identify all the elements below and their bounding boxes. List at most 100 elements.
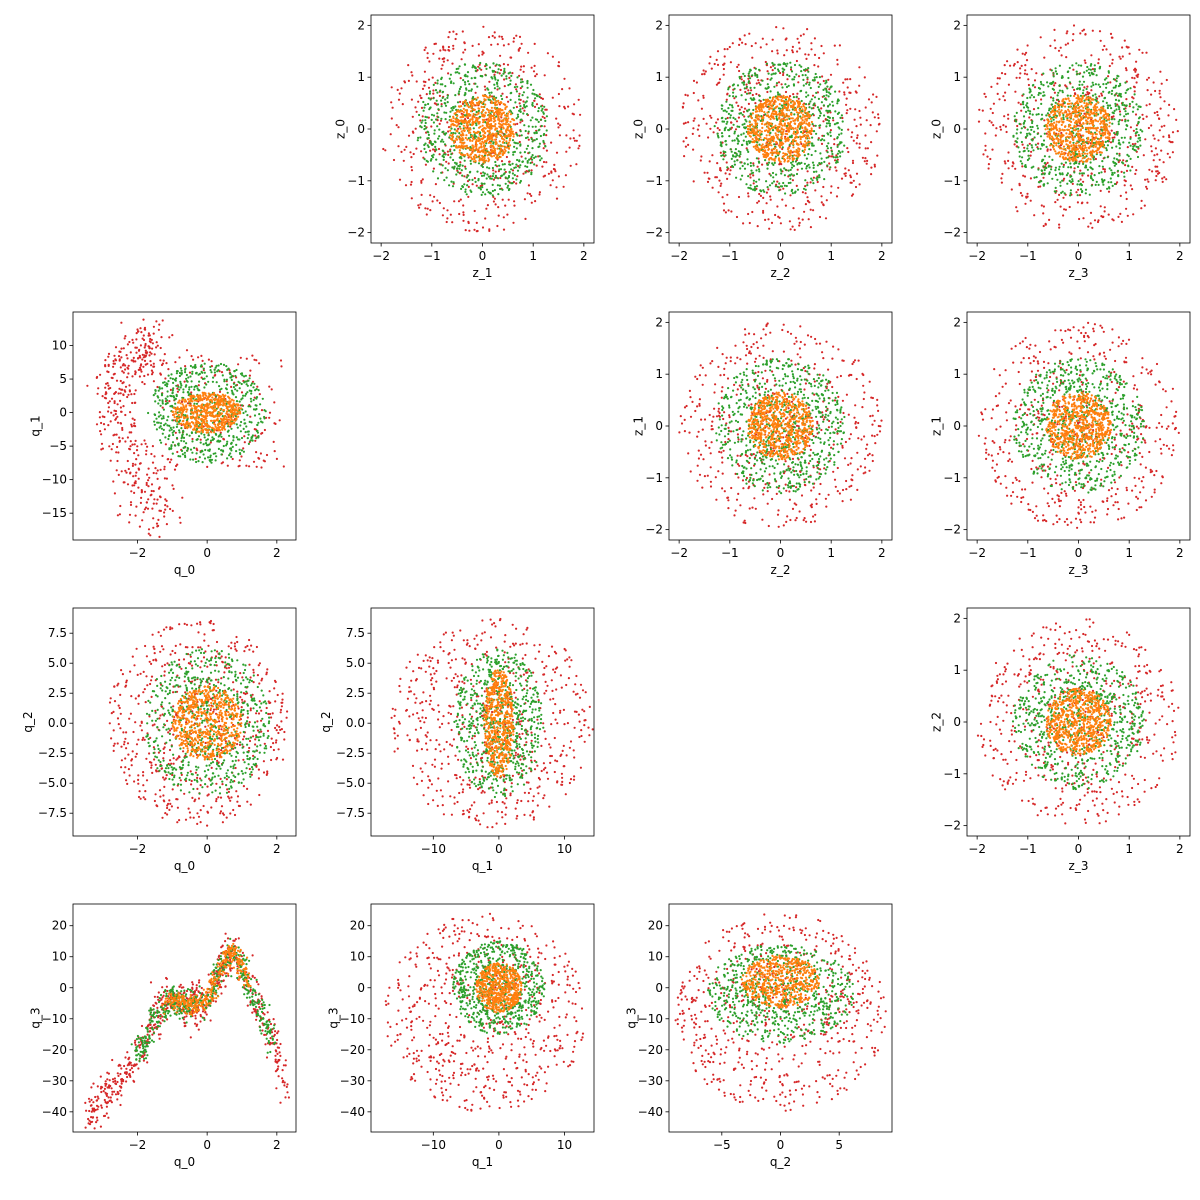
scatter-point <box>1021 52 1024 55</box>
scatter-point <box>488 119 491 122</box>
scatter-point <box>513 204 516 207</box>
scatter-point <box>796 162 799 165</box>
scatter-point <box>805 95 808 98</box>
scatter-point <box>756 201 759 204</box>
scatter-point <box>797 100 800 103</box>
scatter-point <box>458 90 461 93</box>
scatter-point <box>781 128 784 131</box>
scatter-point <box>810 153 813 157</box>
scatter-point <box>1082 162 1085 165</box>
scatter-point <box>558 105 561 108</box>
scatter-point <box>833 123 837 126</box>
scatter-point <box>506 63 510 66</box>
scatter-point <box>780 139 783 142</box>
scatter-point <box>784 96 787 99</box>
scatter-point <box>1066 42 1070 45</box>
scatter-point <box>484 217 487 220</box>
scatter-point <box>458 72 461 75</box>
scatter-point <box>781 70 785 73</box>
scatter-point <box>807 141 810 144</box>
scatter-point <box>533 156 536 159</box>
scatter-point <box>811 142 814 145</box>
scatter-point <box>417 100 420 103</box>
scatter-point <box>1029 110 1032 113</box>
scatter-point <box>1103 206 1106 209</box>
scatter-point <box>1083 86 1086 89</box>
scatter-point <box>480 193 483 196</box>
scatter-point <box>432 153 435 156</box>
scatter-point <box>489 175 492 178</box>
series-2 <box>449 94 516 164</box>
scatter-point <box>769 198 772 201</box>
scatter-point <box>765 202 768 205</box>
scatter-point <box>1059 46 1062 49</box>
scatter-point <box>527 51 530 54</box>
scatter-point <box>818 162 821 165</box>
scatter-point <box>766 111 769 114</box>
scatter-point <box>431 156 435 159</box>
scatter-point <box>1071 86 1074 89</box>
scatter-point <box>747 150 750 153</box>
scatter-point <box>797 111 801 114</box>
scatter-point <box>788 75 791 78</box>
scatter-point <box>439 89 442 92</box>
scatter-point <box>411 115 414 118</box>
scatter-point <box>1109 32 1113 36</box>
scatter-point <box>745 83 748 86</box>
scatter-point <box>419 203 422 206</box>
scatter-point <box>1019 67 1022 70</box>
scatter-point <box>1001 172 1004 175</box>
scatter-point <box>504 149 507 152</box>
scatter-point <box>791 117 794 120</box>
scatter-point <box>812 124 815 127</box>
scatter-point <box>1084 166 1087 169</box>
scatter-point <box>1123 107 1126 111</box>
scatter-point <box>1141 113 1144 116</box>
scatter-point <box>1042 139 1046 142</box>
scatter-point <box>1120 136 1123 139</box>
scatter-point <box>1110 129 1113 132</box>
scatter-point <box>540 124 543 128</box>
scatter-point <box>487 160 490 163</box>
scatter-point <box>465 176 468 179</box>
scatter-point <box>855 142 858 145</box>
scatter-point <box>1058 193 1061 196</box>
scatter-point <box>792 146 795 149</box>
scatter-point <box>494 141 497 144</box>
scatter-point <box>750 117 754 120</box>
scatter-point <box>422 109 425 112</box>
scatter-point <box>800 117 803 120</box>
scatter-point <box>1102 105 1105 108</box>
scatter-point <box>1012 135 1015 138</box>
scatter-point <box>783 68 786 71</box>
scatter-point <box>1118 152 1121 155</box>
scatter-point <box>509 120 512 123</box>
scatter-point <box>812 164 815 167</box>
scatter-point <box>515 88 518 91</box>
scatter-point <box>810 120 814 124</box>
scatter-point <box>432 114 436 117</box>
scatter-point <box>1052 75 1055 78</box>
scatter-point <box>770 144 773 147</box>
scatter-point <box>839 151 842 154</box>
scatter-point <box>446 150 449 153</box>
scatter-point <box>1126 112 1130 115</box>
scatter-point <box>803 148 807 151</box>
scatter-point <box>484 111 487 114</box>
scatter-point <box>463 129 466 133</box>
scatter-point <box>436 91 439 94</box>
scatter-point <box>458 65 461 68</box>
scatter-point <box>458 212 461 216</box>
scatter-point <box>738 75 741 79</box>
scatter-point <box>1132 97 1135 100</box>
scatter-point <box>509 83 512 86</box>
scatter-point <box>1030 94 1033 97</box>
scatter-point <box>1110 169 1113 172</box>
scatter-point <box>1117 215 1120 218</box>
scatter-point <box>481 186 484 189</box>
scatter-point <box>825 156 828 159</box>
scatter-point <box>773 147 777 150</box>
scatter-point <box>1062 214 1065 217</box>
scatter-point <box>1117 159 1120 162</box>
scatter-point <box>513 200 516 203</box>
